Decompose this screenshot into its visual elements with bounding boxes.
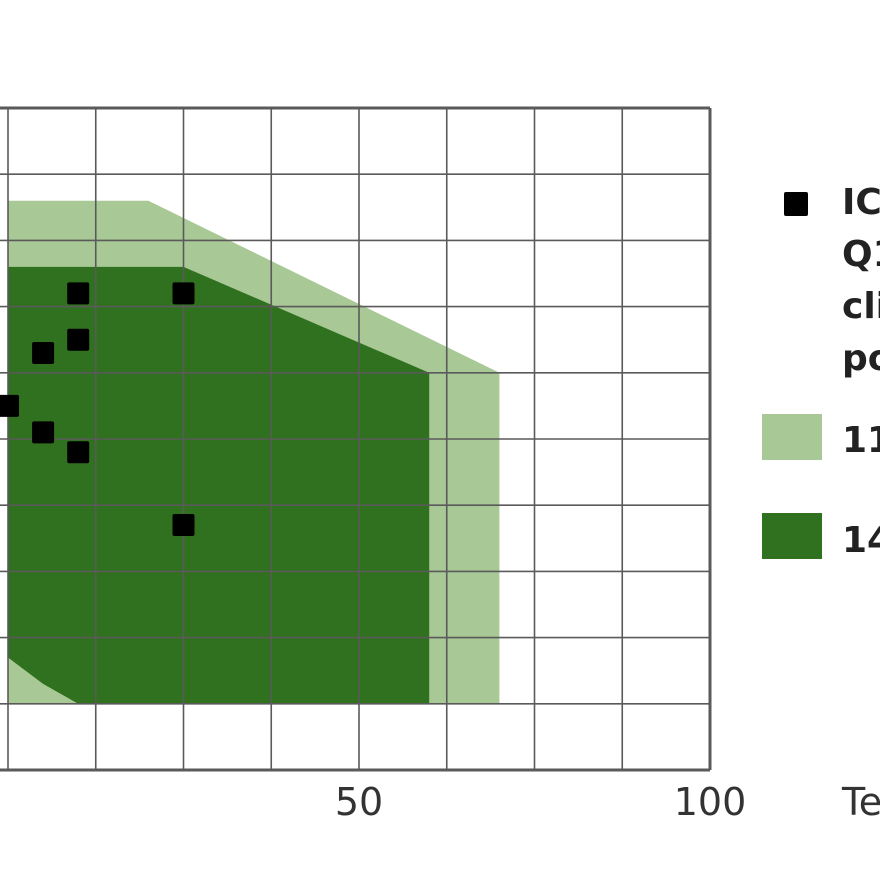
chart-points <box>0 282 195 537</box>
legend-label-dark: 14 <box>842 520 880 561</box>
x-axis-title: Te <box>841 780 880 824</box>
chart-regions <box>8 200 500 704</box>
x-tick-label: 100 <box>674 780 747 824</box>
data-point <box>172 514 195 537</box>
legend-label-points: cli <box>842 286 880 327</box>
data-point <box>0 394 19 417</box>
data-point <box>67 282 90 305</box>
data-point <box>67 441 90 464</box>
x-tick-label: 50 <box>335 780 383 824</box>
chart-grid <box>0 106 712 772</box>
data-point <box>32 421 55 444</box>
data-point <box>172 282 195 305</box>
legend-swatch-dark <box>762 513 822 559</box>
data-point <box>67 328 90 351</box>
data-point <box>32 341 55 364</box>
legend-swatch-light <box>762 414 822 460</box>
legend-point-marker <box>784 192 808 216</box>
legend-label-points: ICI <box>842 182 880 223</box>
legend-label-light: 110 <box>842 420 880 461</box>
region-dark <box>8 266 430 704</box>
x-tick-labels: 50 100 <box>335 780 746 824</box>
legend: ICI Q1 cli po 110 14 <box>762 182 880 561</box>
legend-label-points: Q1 <box>842 234 880 275</box>
legend-label-points: po <box>842 338 880 379</box>
